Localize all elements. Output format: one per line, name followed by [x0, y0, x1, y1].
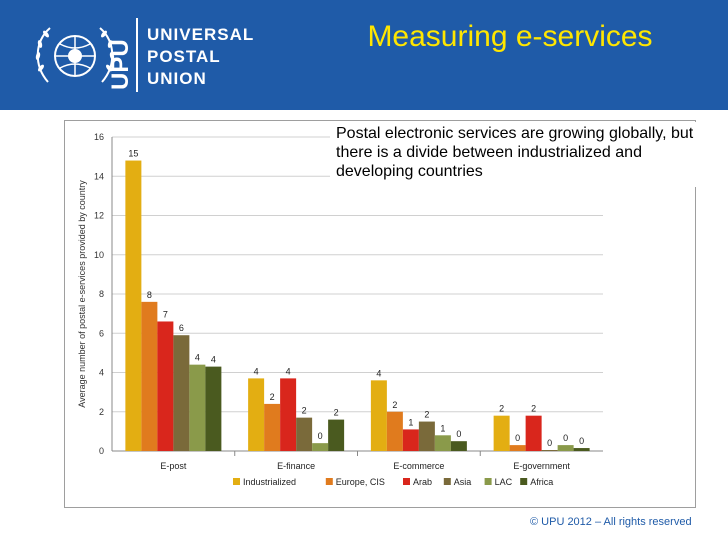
copyright-footer: © UPU 2012 – All rights reserved [530, 516, 692, 528]
upu-wordmark: UPU [108, 39, 134, 90]
bar [280, 378, 297, 451]
data-label: 2 [334, 408, 339, 418]
data-label: 0 [456, 429, 461, 439]
legend-swatch [325, 478, 333, 485]
data-label: 0 [579, 436, 584, 446]
data-label: 4 [195, 353, 200, 363]
bar [264, 403, 281, 451]
org-name-line: POSTAL [147, 47, 221, 66]
bar [328, 419, 345, 451]
data-label: 0 [563, 433, 568, 443]
bar [157, 321, 174, 451]
y-tick-label: 0 [99, 446, 104, 456]
data-label: 2 [499, 404, 504, 414]
data-label: 4 [286, 366, 291, 376]
legend-swatch [520, 478, 528, 485]
y-tick-label: 8 [99, 289, 104, 299]
data-label: 0 [318, 431, 323, 441]
bar [418, 421, 435, 451]
data-label: 0 [515, 433, 520, 443]
upu-wordmark-text: UPU [108, 39, 134, 90]
data-label: 2 [302, 406, 307, 416]
bar [125, 160, 142, 452]
y-tick-label: 4 [99, 368, 104, 378]
legend-label: Europe, CIS [336, 477, 385, 487]
legend-swatch [443, 478, 451, 485]
data-label: 2 [531, 404, 536, 414]
org-name-line: UNIVERSAL [147, 25, 255, 44]
y-tick-label: 10 [94, 250, 104, 260]
upu-emblem-icon [35, 27, 115, 83]
data-label: 2 [392, 400, 397, 410]
logo-divider [136, 18, 138, 92]
data-label: 1 [408, 417, 413, 427]
y-tick-label: 14 [94, 171, 104, 181]
bar [370, 380, 387, 451]
bar [525, 415, 542, 451]
data-label: 4 [376, 368, 381, 378]
legend-label: LAC [495, 477, 513, 487]
bar [189, 364, 206, 451]
bar [205, 366, 222, 451]
data-label: 6 [179, 323, 184, 333]
bar [312, 443, 329, 451]
x-category-label: E-commerce [393, 461, 444, 471]
y-tick-label: 12 [94, 211, 104, 221]
bar [434, 435, 451, 451]
x-category-label: E-finance [277, 461, 315, 471]
data-label: 0 [547, 438, 552, 448]
y-tick-label: 2 [99, 407, 104, 417]
data-label: 4 [211, 355, 216, 365]
x-category-label: E-government [513, 461, 570, 471]
data-label: 2 [270, 392, 275, 402]
bar [509, 445, 526, 451]
bar [541, 450, 558, 451]
bar [402, 429, 419, 451]
org-name: UNIVERSAL POSTAL UNION [147, 24, 257, 94]
slide-subtitle: Postal electronic services are growing g… [330, 122, 702, 187]
bar [450, 441, 467, 451]
data-label: 1 [440, 423, 445, 433]
bar [173, 335, 190, 451]
legend-label: Africa [530, 477, 553, 487]
data-label: 15 [128, 149, 138, 159]
data-label: 2 [424, 410, 429, 420]
x-category-label: E-post [160, 461, 187, 471]
data-label: 7 [163, 309, 168, 319]
y-tick-label: 16 [94, 132, 104, 142]
header-banner: UPU UNIVERSAL POSTAL UNION Measuring e-s… [0, 0, 728, 110]
bar [557, 445, 574, 451]
y-tick-label: 6 [99, 328, 104, 338]
bar [493, 415, 510, 451]
y-axis-label: Average number of postal e-services prov… [77, 180, 87, 408]
page-title: Measuring e-services [367, 20, 653, 53]
legend-swatch [484, 478, 492, 485]
bar [386, 411, 403, 451]
bar [296, 417, 313, 451]
legend-label: Industrialized [243, 477, 296, 487]
data-label: 8 [147, 290, 152, 300]
bar [248, 378, 265, 451]
legend-swatch [233, 478, 240, 485]
legend-label: Asia [454, 477, 472, 487]
data-label: 4 [254, 366, 259, 376]
bar [573, 448, 590, 451]
org-name-line: UNION [147, 69, 207, 88]
bar [141, 301, 158, 451]
legend-label: Arab [413, 477, 432, 487]
legend-swatch [403, 478, 410, 485]
